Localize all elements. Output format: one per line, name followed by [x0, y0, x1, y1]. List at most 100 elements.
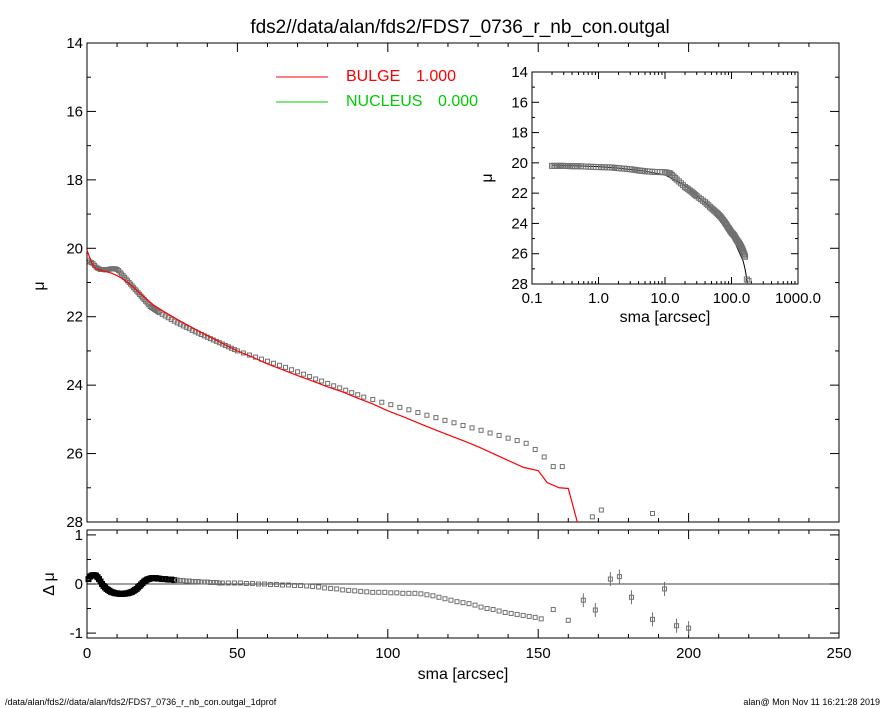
legend: BULGE 1.000 NUCLEUS 0.000	[276, 68, 478, 110]
main-data-point	[349, 390, 355, 396]
residual-point	[255, 581, 261, 587]
main-data-point	[319, 378, 325, 384]
main-y-axis-label: μ	[31, 281, 48, 290]
main-data-point	[180, 323, 186, 329]
residual-point	[286, 582, 292, 588]
main-data-point	[228, 345, 234, 351]
residual-point	[532, 614, 538, 620]
main-data-point	[361, 394, 367, 400]
main-data-point	[598, 507, 604, 513]
inset-y-tick-label: 22	[511, 185, 528, 202]
main-profile-panel: 14 16 18 20 22 24 26 28 μ BULGE 1.000 NUCLEUS 0…	[31, 35, 840, 531]
residual-point	[430, 593, 436, 599]
residual-point	[177, 578, 183, 584]
residual-point	[382, 589, 388, 595]
residual-point	[219, 580, 225, 586]
residual-panel: 10-10 50 100 150 200 250 sma [arcsec] Δ μ	[41, 527, 852, 683]
residual-point	[686, 625, 692, 631]
main-data-point	[424, 412, 430, 418]
main-data-point	[523, 440, 529, 446]
main-y-tick-label: 28	[66, 514, 83, 531]
residual-point	[424, 592, 430, 598]
residual-point	[186, 578, 192, 584]
inset-x-tick-label: 1000.0	[775, 290, 821, 307]
residual-x-tick-label: 150	[526, 645, 551, 662]
residual-point	[607, 576, 613, 582]
residual-point	[454, 599, 460, 605]
inset-data-point	[742, 253, 749, 260]
residual-x-tick-label: 200	[676, 645, 701, 662]
main-data-point	[370, 397, 376, 403]
plot-title: fds2//data/alan/fds2/FDS7_0736_r_nb_con.…	[250, 17, 669, 38]
residual-point	[674, 623, 680, 629]
residual-point	[195, 579, 201, 585]
inset-x-axis-label: sma [arcsec]	[620, 309, 711, 326]
main-y-tick-label: 16	[66, 103, 83, 120]
residual-point	[538, 616, 544, 622]
main-data-point	[397, 404, 403, 410]
main-data-point	[460, 423, 466, 429]
residual-point	[478, 604, 484, 610]
residual-point	[352, 588, 358, 594]
main-axis-ticks	[86, 42, 840, 523]
main-data-point	[189, 327, 195, 333]
residual-point	[628, 594, 634, 600]
main-data-point	[532, 446, 538, 452]
residual-point	[180, 578, 186, 584]
main-data-point	[415, 410, 421, 416]
residual-point	[484, 606, 490, 612]
residual-point	[460, 600, 466, 606]
residual-data-points	[85, 569, 692, 636]
residual-point	[210, 580, 216, 586]
inset-data-point	[668, 171, 675, 178]
inset-y-tick-label: 20	[511, 155, 528, 172]
footer-left: /data/alan/fds2//data/alan/fds2/FDS7_073…	[5, 697, 277, 707]
inset-y-tick-label: 14	[511, 64, 528, 81]
residual-point	[364, 589, 370, 595]
residual-point	[213, 580, 219, 586]
residual-point	[328, 585, 334, 591]
legend-bulge-name: BULGE	[346, 68, 400, 85]
inset-tick-labels: 14 16 18 20 22 24 26 280.1 1.0 10.0 100.0 1000.0	[511, 64, 821, 307]
residual-x-tick-label: 0	[83, 645, 91, 662]
residual-point	[490, 607, 496, 613]
main-data-point	[295, 369, 301, 375]
residual-point	[201, 579, 207, 585]
main-tick-labels: 14 16 18 20 22 24 26 28	[66, 35, 83, 531]
main-data-point	[343, 387, 349, 393]
residual-point	[472, 602, 478, 608]
main-y-tick-label: 26	[66, 446, 83, 463]
residual-point	[346, 587, 352, 593]
inset-data-point	[670, 173, 677, 180]
residual-point	[225, 580, 231, 586]
inset-x-tick-label: 10.0	[650, 290, 679, 307]
residual-point	[322, 585, 328, 591]
residual-point	[394, 590, 400, 596]
residual-point	[662, 586, 668, 592]
residual-point	[216, 580, 222, 586]
main-data-point	[550, 464, 556, 470]
residual-point	[442, 596, 448, 602]
inset-data-point	[703, 200, 710, 207]
inset-data-point	[702, 199, 709, 206]
main-y-tick-label: 20	[66, 240, 83, 257]
residual-point	[304, 583, 310, 589]
main-y-tick-label: 22	[66, 309, 83, 326]
residual-point	[189, 579, 195, 585]
inset-y-axis-label: μ	[479, 173, 496, 182]
residual-point	[171, 577, 178, 584]
main-data-point	[301, 371, 307, 377]
main-data-point	[289, 367, 295, 373]
main-data-point	[541, 454, 547, 460]
main-data-point	[307, 374, 313, 380]
residual-x-axis-label: sma [arcsec]	[418, 666, 509, 683]
residual-point	[496, 608, 502, 614]
residual-point	[616, 574, 622, 580]
residual-x-tick-label: 250	[826, 645, 851, 662]
inset-x-tick-label: 0.1	[522, 290, 543, 307]
residual-tick-labels: 10-10 50 100 150 200 250	[70, 527, 852, 662]
main-data-point	[355, 392, 361, 398]
main-data-point	[469, 425, 475, 431]
residual-point	[261, 581, 267, 587]
residual-point	[298, 582, 304, 588]
